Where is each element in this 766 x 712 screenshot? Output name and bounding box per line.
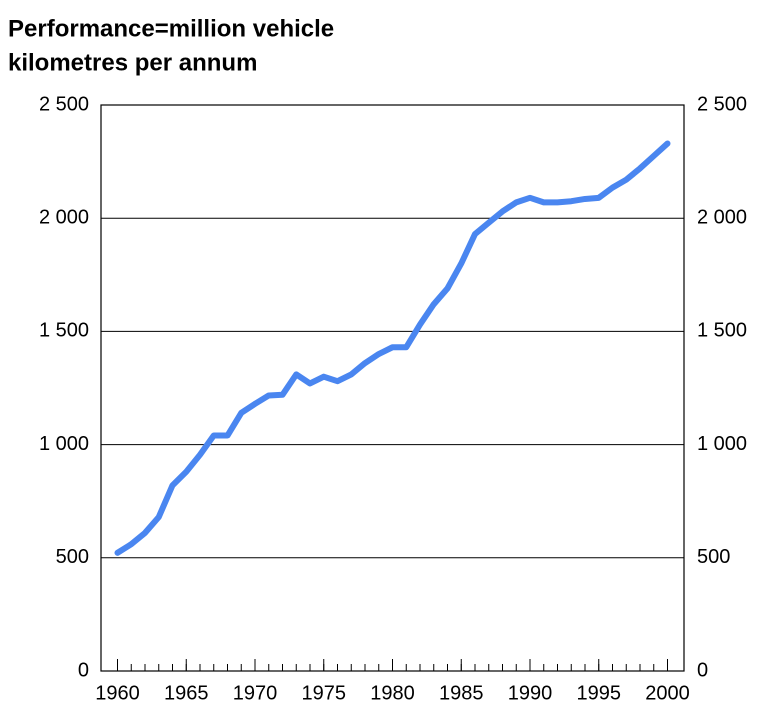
data-line xyxy=(114,140,671,556)
x-tick-label: 1980 xyxy=(370,682,415,704)
chart-title: kilometres per annum xyxy=(8,49,257,76)
x-tick-label: 1995 xyxy=(577,682,622,704)
chart-title: Performance=million vehicle xyxy=(8,15,334,42)
x-tick-label: 2000 xyxy=(645,682,690,704)
y-tick-label: 1 500 xyxy=(39,320,89,342)
y-tick-label: 500 xyxy=(56,546,89,568)
y-tick-label: 1 000 xyxy=(39,433,89,455)
x-tick-label: 1985 xyxy=(439,682,484,704)
y2-tick-label: 2 000 xyxy=(697,206,747,228)
y2-tick-label: 2 500 xyxy=(697,93,747,115)
plot-frame xyxy=(100,104,685,672)
x-tick-label: 1990 xyxy=(508,682,553,704)
x-tick-label: 1970 xyxy=(233,682,278,704)
y-tick-label: 2 500 xyxy=(39,93,89,115)
x-tick-label: 1965 xyxy=(164,682,209,704)
y2-tick-label: 0 xyxy=(697,659,708,681)
x-tick-label: 1975 xyxy=(302,682,347,704)
y2-tick-label: 1 000 xyxy=(697,433,747,455)
y-tick-label: 2 000 xyxy=(39,206,89,228)
y2-tick-label: 500 xyxy=(697,546,730,568)
x-tick-label: 1960 xyxy=(95,682,140,704)
y-tick-label: 0 xyxy=(78,659,89,681)
y2-tick-label: 1 500 xyxy=(697,320,747,342)
